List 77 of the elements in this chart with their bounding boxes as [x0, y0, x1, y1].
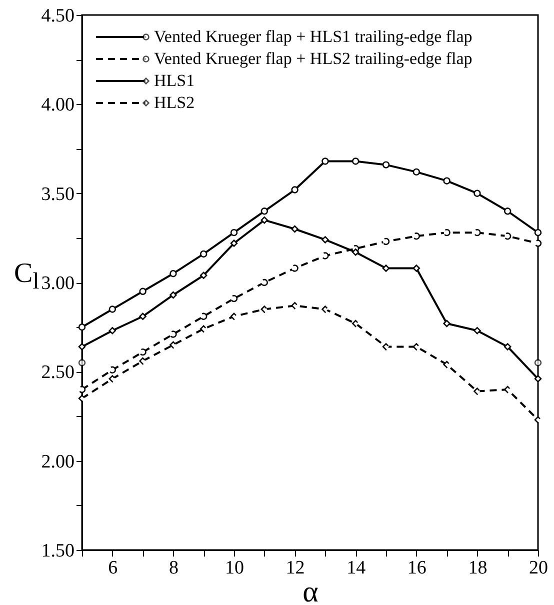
y-tick-label: 3.00	[41, 273, 74, 294]
point	[322, 236, 329, 244]
x-tick-label: 8	[168, 558, 178, 578]
y-tick-label: 3.50	[41, 184, 74, 205]
point	[534, 240, 542, 247]
legend-label: Vented Krueger flap + HLS2 trailing-edge flap	[154, 49, 472, 68]
point	[139, 348, 146, 356]
point	[382, 238, 390, 246]
point	[412, 232, 420, 240]
point	[443, 360, 450, 368]
point	[170, 291, 177, 299]
point	[200, 272, 208, 279]
point	[504, 343, 512, 350]
point	[230, 294, 238, 302]
point	[260, 278, 268, 286]
point	[260, 306, 268, 313]
x-tick-label: 12	[286, 558, 305, 578]
y-tick-label: 2.00	[41, 451, 74, 472]
point	[534, 228, 542, 236]
point	[139, 288, 146, 296]
point	[139, 357, 146, 365]
point	[474, 327, 481, 334]
point	[352, 248, 360, 256]
point	[200, 312, 208, 320]
point	[291, 225, 298, 233]
point	[382, 343, 390, 350]
point	[504, 232, 512, 240]
point	[291, 302, 298, 310]
point	[230, 228, 238, 236]
point	[352, 158, 360, 165]
point	[260, 208, 268, 215]
point	[170, 330, 177, 338]
point	[291, 186, 298, 194]
point	[291, 264, 298, 272]
y-tick-label: 4.50	[41, 6, 74, 26]
point	[474, 228, 481, 236]
point	[170, 341, 177, 349]
point	[78, 386, 86, 394]
point	[322, 158, 329, 165]
point	[108, 366, 116, 374]
point	[170, 270, 177, 278]
point	[504, 208, 512, 215]
point	[78, 343, 86, 350]
x-tick-label: 6	[108, 558, 118, 578]
x-tick-label: 16	[407, 558, 426, 578]
x-tick-label: 14	[346, 558, 366, 578]
point	[322, 252, 329, 260]
point	[322, 306, 329, 313]
point	[382, 161, 390, 168]
point	[260, 216, 268, 224]
point	[474, 388, 481, 395]
point	[534, 375, 542, 382]
x-axis-title: α	[302, 576, 319, 605]
x-tick-label: 10	[225, 558, 244, 578]
point	[412, 168, 420, 176]
y-axis-title: C$_{l}$	[14, 258, 40, 296]
point	[474, 190, 481, 197]
point	[200, 250, 208, 258]
point	[412, 264, 420, 272]
y-tick-label: 4.00	[41, 94, 74, 116]
point	[230, 240, 238, 247]
y-tick-label: 1.50	[41, 540, 74, 562]
point	[443, 177, 450, 184]
legend-label: HLS1	[154, 71, 195, 90]
point	[108, 306, 116, 313]
point	[443, 320, 450, 328]
legend-label: HLS2	[154, 93, 195, 112]
point	[382, 264, 390, 272]
x-tick-label: 18	[468, 558, 488, 578]
point	[108, 327, 116, 334]
y-tick-label: 2.50	[41, 362, 74, 384]
x-tick-label: 20	[529, 558, 548, 578]
point	[78, 359, 86, 366]
point	[443, 228, 450, 236]
point	[139, 312, 146, 320]
point	[534, 359, 542, 366]
legend-label: Vented Krueger flap + HLS1 trailing-edge flap	[154, 27, 472, 46]
